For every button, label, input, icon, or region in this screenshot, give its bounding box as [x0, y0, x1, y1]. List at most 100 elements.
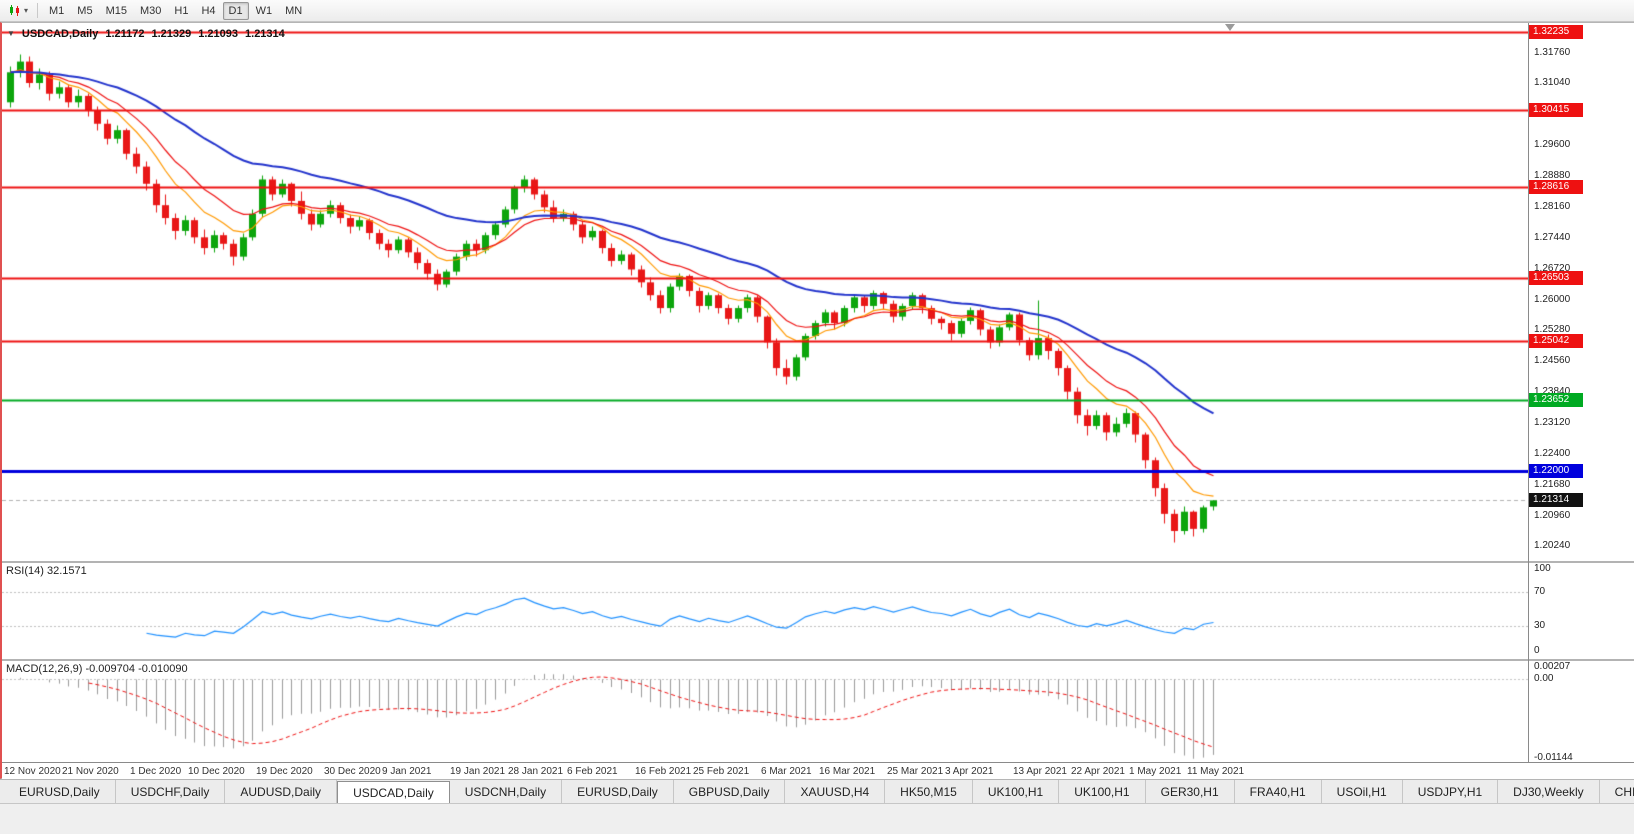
date-tick-label: 25 Feb 2021	[693, 766, 750, 777]
pane-separator[interactable]	[2, 659, 1634, 661]
rsi-axis[interactable]: 100 70 30 0	[1529, 563, 1634, 659]
date-axis[interactable]: 12 Nov 2020 21 Nov 2020 1 Dec 2020 10 Dec 2…	[2, 762, 1634, 780]
chart-tab-usdcad-daily[interactable]: USDCAD,Daily	[337, 781, 450, 803]
price-level-badge: 1.28616	[1529, 180, 1583, 195]
price-level-badge: 1.25042	[1529, 333, 1583, 348]
price-chart-canvas[interactable]	[2, 23, 1528, 561]
macd-axis-label: -0.01144	[1534, 752, 1573, 762]
macd-axis-label: 0.00	[1534, 673, 1554, 685]
rsi-pane: RSI(14) 32.1571 100 70 30 0	[2, 563, 1634, 659]
date-tick-label: 3 Apr 2021	[945, 766, 994, 777]
chart-tab-usdcnh-daily[interactable]: USDCNH,Daily	[450, 780, 563, 803]
date-tick-label: 19 Jan 2021	[450, 766, 506, 777]
price-axis-label: 1.25280	[1534, 324, 1571, 336]
chart-tab-usdchf-daily[interactable]: USDCHF,Daily	[116, 780, 226, 803]
date-tick-label: 19 Dec 2020	[256, 766, 313, 777]
rsi-axis-label: 100	[1534, 563, 1551, 574]
macd-axis-label: 0.00207	[1534, 661, 1571, 672]
chart-tab-hk50-m15[interactable]: HK50,M15	[885, 780, 973, 803]
ohlc-close: 1.21314	[245, 28, 285, 40]
macd-pane: MACD(12,26,9) -0.009704 -0.010090 0.0020…	[2, 661, 1634, 762]
chart-tab-eurusd-daily[interactable]: EURUSD,Daily	[562, 780, 674, 803]
macd-axis[interactable]: 0.00207 0.00 -0.01144	[1529, 661, 1634, 762]
price-badges: 1.32235 1.30415 1.28616 1.26503 1.25042 1.236…	[1529, 23, 1634, 561]
chart-tab-fra40-h1[interactable]: FRA40,H1	[1235, 780, 1322, 803]
date-tick-label: 10 Dec 2020	[188, 766, 245, 777]
price-axis-label: 1.31040	[1534, 77, 1571, 89]
timeframe-m15-button[interactable]: M15	[105, 4, 127, 17]
chart-tab-uk100-h1[interactable]: UK100,H1	[1059, 780, 1146, 803]
price-axis-label: 1.22400	[1534, 447, 1571, 459]
pane-separator[interactable]	[2, 561, 1634, 563]
rsi-axis-label: 30	[1534, 619, 1546, 631]
chart-tab-gbpusd-daily[interactable]: GBPUSD,Daily	[674, 780, 786, 803]
timeframe-d1-button[interactable]: D1	[222, 1, 249, 20]
rsi-axis-label: 70	[1534, 586, 1546, 598]
price-level-badge: 1.23652	[1529, 393, 1583, 408]
price-level-badge: 1.32235	[1529, 25, 1583, 40]
rsi-canvas[interactable]	[2, 563, 1528, 659]
chart-tab-uk100-h1[interactable]: UK100,H1	[973, 780, 1060, 803]
timeframe-h1-button[interactable]: H1	[174, 4, 189, 17]
date-tick-label: 6 Feb 2021	[567, 766, 618, 777]
chart-shift-marker[interactable]	[1225, 24, 1235, 31]
top-toolbar: ▾ M1 M5 M15 M30 H1 H4 D1 W1 MN	[0, 0, 1634, 22]
timeframe-mn-button[interactable]: MN	[285, 4, 303, 17]
timeframe-m5-button[interactable]: M5	[77, 4, 93, 17]
price-axis-label: 1.26000	[1534, 293, 1571, 305]
price-axis-label: 1.23120	[1534, 416, 1571, 428]
ohlc-open: 1.21172	[105, 28, 145, 40]
price-axis-label: 1.26720	[1534, 262, 1571, 274]
toolbar-separator	[37, 3, 39, 18]
date-tick-label: 25 Mar 2021	[887, 766, 944, 777]
chart-tabbar: EURUSD,Daily USDCHF,Daily AUDUSD,Daily USDC…	[0, 779, 1634, 803]
price-axis[interactable]: 1.317601.310401.303201.296001.288801.281…	[1529, 23, 1634, 561]
price-axis-label: 1.27440	[1534, 231, 1571, 243]
status-bar	[0, 803, 1634, 834]
date-tick-label: 16 Mar 2021	[819, 766, 876, 777]
rsi-label: RSI(14) 32.1571	[6, 565, 87, 577]
chart-tab-dj30-weekly[interactable]: DJ30,Weekly	[1498, 780, 1600, 803]
symbol-period-label: USDCAD,Daily	[21, 28, 99, 40]
date-tick-label: 11 May 2021	[1187, 766, 1245, 777]
price-axis-label: 1.31760	[1534, 46, 1571, 58]
chart-tab-usdjpy-h1[interactable]: USDJPY,H1	[1403, 780, 1499, 803]
price-axis-label: 1.20960	[1534, 509, 1571, 521]
price-level-badge: 1.26503	[1529, 270, 1583, 285]
price-pane: ▼ USDCAD,Daily 1.21172 1.21329 1.21093 1…	[2, 23, 1634, 561]
date-tick-label: 21 Nov 2020	[62, 766, 119, 777]
price-axis-label: 1.28880	[1534, 170, 1571, 182]
date-tick-label: 12 Nov 2020	[4, 766, 61, 777]
candlestick-chart-icon	[10, 5, 19, 16]
timeframe-h4-button[interactable]: H4	[201, 4, 216, 17]
chart-tab-audusd-daily[interactable]: AUDUSD,Daily	[225, 780, 338, 803]
chart-tab-usoil-h1[interactable]: USOil,H1	[1322, 780, 1403, 803]
timeframe-m1-button[interactable]: M1	[49, 4, 65, 17]
price-axis-label: 1.21680	[1534, 478, 1571, 490]
current-price-badge: 1.21314	[1529, 493, 1583, 508]
date-tick-label: 28 Jan 2021	[508, 766, 564, 777]
chart-tab-ger30-h1[interactable]: GER30,H1	[1146, 780, 1235, 803]
macd-canvas[interactable]	[2, 661, 1528, 762]
price-level-badge: 1.30415	[1529, 103, 1583, 118]
chart-tab-eurusd-daily[interactable]: EURUSD,Daily	[4, 780, 116, 803]
chart-info: ▼ USDCAD,Daily 1.21172 1.21329 1.21093 1…	[7, 28, 285, 40]
date-tick-label: 9 Jan 2021	[382, 766, 432, 777]
ohlc-low: 1.21093	[198, 28, 239, 40]
chevron-down-icon: ▾	[24, 5, 29, 15]
chart-type-button[interactable]: ▾	[4, 2, 32, 20]
timeframe-m30-button[interactable]: M30	[139, 4, 162, 17]
price-level-badge: 1.22000	[1529, 463, 1583, 478]
chart-tab-xauusd-h4[interactable]: XAUUSD,H4	[785, 780, 886, 803]
chart-tab-china300-h1[interactable]: CHINA300,H1	[1600, 780, 1634, 803]
axis-separator-line	[1528, 23, 1529, 762]
date-tick-label: 1 May 2021	[1129, 766, 1182, 777]
ohlc-high: 1.21329	[151, 28, 192, 40]
date-tick-label: 13 Apr 2021	[1013, 766, 1067, 777]
chart-window: ▼ USDCAD,Daily 1.21172 1.21329 1.21093 1…	[0, 22, 1634, 780]
one-click-trading-toggle-icon[interactable]: ▼	[7, 29, 15, 38]
date-tick-label: 6 Mar 2021	[761, 766, 812, 777]
timeframe-w1-button[interactable]: W1	[255, 4, 273, 17]
date-tick-label: 30 Dec 2020	[324, 766, 381, 777]
date-tick-label: 1 Dec 2020	[130, 766, 182, 777]
